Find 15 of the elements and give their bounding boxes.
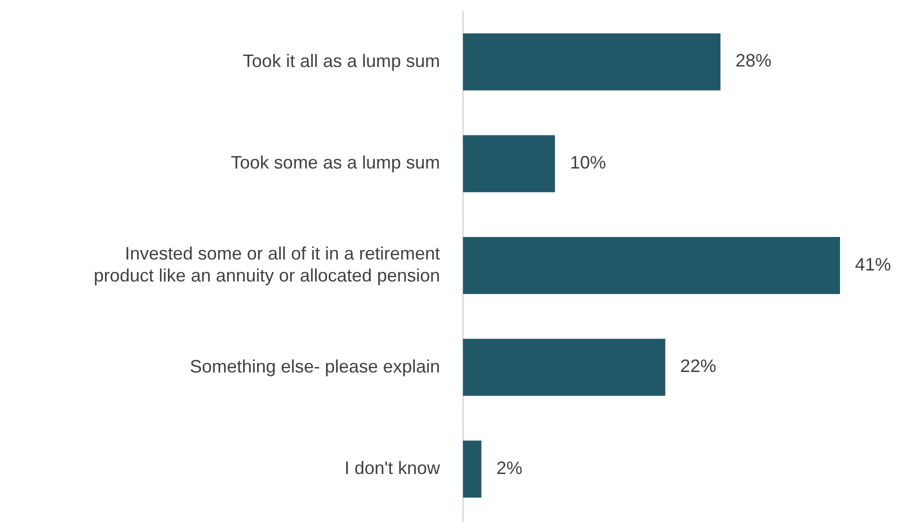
y-tick-label: Took it all as a lump sum <box>242 50 440 71</box>
y-tick-label: Something else- please explain <box>190 356 440 376</box>
bar <box>463 236 840 294</box>
bar <box>463 440 482 498</box>
data-label: 2% <box>496 458 522 478</box>
y-tick-label: Invested some or all of it in a retirement product like an annuity or allocated pension <box>94 243 440 286</box>
bar <box>463 135 555 192</box>
bar <box>463 33 720 90</box>
y-tick-label: Took some as a lump sum <box>230 152 440 172</box>
data-label: 41% <box>855 254 892 274</box>
data-label: 28% <box>735 50 772 71</box>
bar <box>463 338 666 396</box>
y-tick-label: I don't know <box>344 458 441 478</box>
data-label: 22% <box>680 356 716 376</box>
data-label: 10% <box>570 152 606 172</box>
